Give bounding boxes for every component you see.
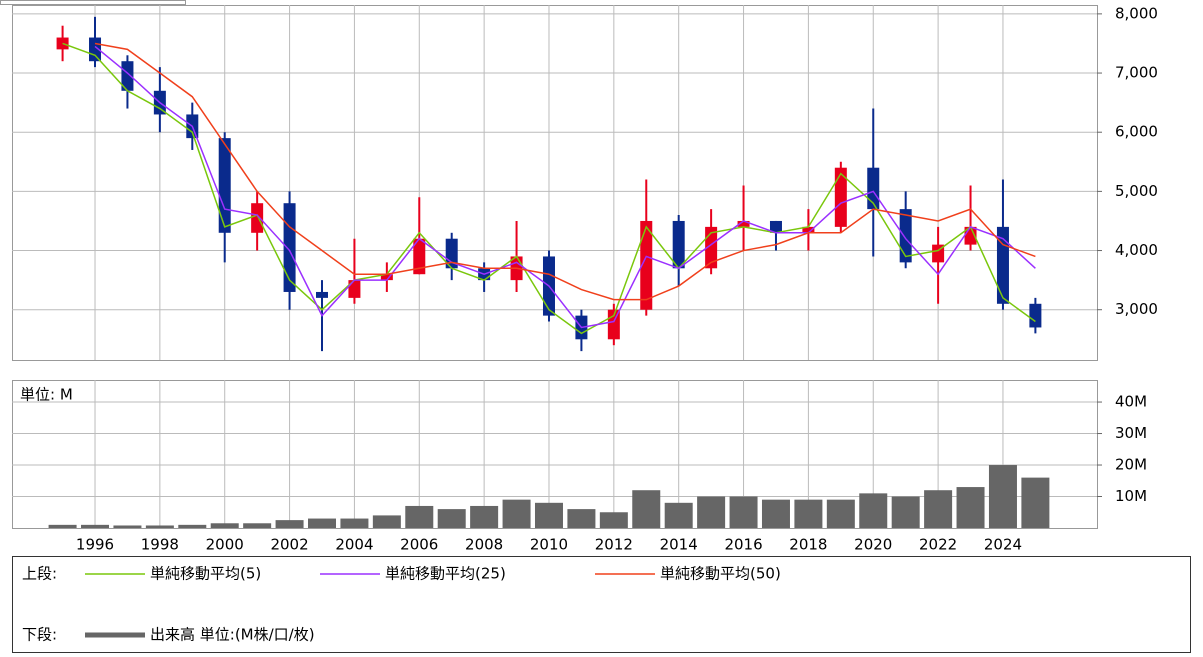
x-tick-label: 1998 bbox=[141, 536, 179, 554]
candle-body bbox=[283, 203, 296, 292]
volume-bar bbox=[113, 525, 142, 528]
volume-bar bbox=[502, 499, 531, 528]
legend-label: 単純移動平均(25) bbox=[385, 565, 506, 583]
volume-bar bbox=[1021, 477, 1050, 528]
volume-bar bbox=[470, 505, 499, 528]
x-tick-label: 2014 bbox=[660, 536, 698, 554]
volume-bar bbox=[697, 496, 726, 528]
volume-bar bbox=[794, 499, 823, 528]
volume-bar bbox=[729, 496, 758, 528]
candle-body bbox=[218, 138, 231, 233]
volume-bar bbox=[145, 525, 174, 528]
volume-bar bbox=[988, 465, 1017, 528]
candle-body bbox=[672, 220, 685, 269]
legend-label: 単純移動平均(50) bbox=[660, 565, 781, 583]
y-tick-label: 20M bbox=[1115, 456, 1147, 474]
volume-bar bbox=[599, 512, 628, 528]
legend-label: 下段: bbox=[22, 626, 57, 644]
volume-bar bbox=[372, 515, 401, 528]
candle-body bbox=[380, 274, 393, 281]
x-tick-label: 2016 bbox=[724, 536, 762, 554]
candle-body bbox=[769, 220, 782, 233]
y-tick-label: 30M bbox=[1115, 424, 1147, 442]
legend-label: 単純移動平均(5) bbox=[150, 565, 261, 583]
frame-tab bbox=[0, 0, 186, 5]
x-tick-label: 2008 bbox=[465, 536, 503, 554]
y-tick-label: 10M bbox=[1115, 487, 1147, 505]
candle-body bbox=[251, 203, 264, 233]
candle-body bbox=[834, 167, 847, 227]
candle-body bbox=[640, 220, 653, 310]
y-tick-label: 3,000 bbox=[1115, 300, 1158, 318]
candle-body bbox=[867, 167, 880, 210]
candle-body bbox=[413, 238, 426, 275]
x-tick-label: 1996 bbox=[76, 536, 114, 554]
volume-bar bbox=[48, 524, 77, 528]
volume-bar bbox=[405, 505, 434, 528]
volume-bar bbox=[924, 490, 953, 528]
candle-body bbox=[802, 226, 815, 233]
volume-bar bbox=[761, 499, 790, 528]
x-tick-label: 2000 bbox=[206, 536, 244, 554]
volume-bar bbox=[308, 518, 336, 528]
y-tick-label: 6,000 bbox=[1115, 123, 1158, 141]
x-tick-label: 2012 bbox=[595, 536, 633, 554]
y-tick-label: 40M bbox=[1115, 393, 1147, 411]
volume-bar bbox=[178, 524, 207, 528]
volume-bar bbox=[664, 502, 693, 528]
x-tick-label: 2018 bbox=[789, 536, 827, 554]
volume-bar bbox=[956, 487, 985, 528]
x-tick-label: 2004 bbox=[335, 536, 373, 554]
volume-bar bbox=[891, 496, 920, 528]
ma-line bbox=[94, 42, 1036, 301]
volume-bar bbox=[210, 523, 239, 528]
legend-label: 上段: bbox=[22, 565, 57, 583]
x-tick-label: 2020 bbox=[854, 536, 892, 554]
ma-line bbox=[62, 42, 1036, 335]
grid bbox=[12, 5, 1097, 528]
volume-bar bbox=[534, 502, 563, 528]
price-panel bbox=[12, 5, 1098, 361]
x-tick-label: 2022 bbox=[919, 536, 957, 554]
ma-line bbox=[94, 45, 1036, 329]
legend-box bbox=[12, 556, 1191, 653]
volume-bar bbox=[632, 490, 661, 528]
candle-body bbox=[348, 280, 361, 298]
candle-body bbox=[121, 61, 134, 91]
volume-bar bbox=[437, 509, 466, 528]
legend-label: 出来高 単位:(M株/口/枚) bbox=[150, 626, 315, 644]
y-tick-label: 4,000 bbox=[1115, 241, 1158, 259]
y-tick-label: 7,000 bbox=[1115, 64, 1158, 82]
volume-bar bbox=[243, 523, 272, 528]
x-tick-label: 2024 bbox=[984, 536, 1022, 554]
volume-bar bbox=[340, 518, 369, 528]
unit-label: 単位: M bbox=[20, 386, 73, 404]
x-tick-label: 2006 bbox=[400, 536, 438, 554]
candle-body bbox=[1029, 303, 1042, 328]
volume-bar bbox=[275, 520, 304, 528]
x-tick-label: 2010 bbox=[530, 536, 568, 554]
candle-body bbox=[56, 37, 69, 50]
volume-bar bbox=[859, 493, 888, 528]
y-tick-label: 5,000 bbox=[1115, 182, 1158, 200]
candle-body bbox=[899, 209, 912, 263]
candle-body bbox=[705, 226, 718, 269]
volume-bar bbox=[826, 499, 855, 528]
x-tick-label: 2002 bbox=[270, 536, 308, 554]
volume-bar bbox=[567, 509, 596, 528]
candle-body bbox=[737, 220, 750, 227]
marks bbox=[48, 16, 1050, 528]
y-tick-label: 8,000 bbox=[1115, 4, 1158, 22]
candle-body bbox=[316, 291, 328, 298]
volume-bar bbox=[81, 524, 110, 528]
